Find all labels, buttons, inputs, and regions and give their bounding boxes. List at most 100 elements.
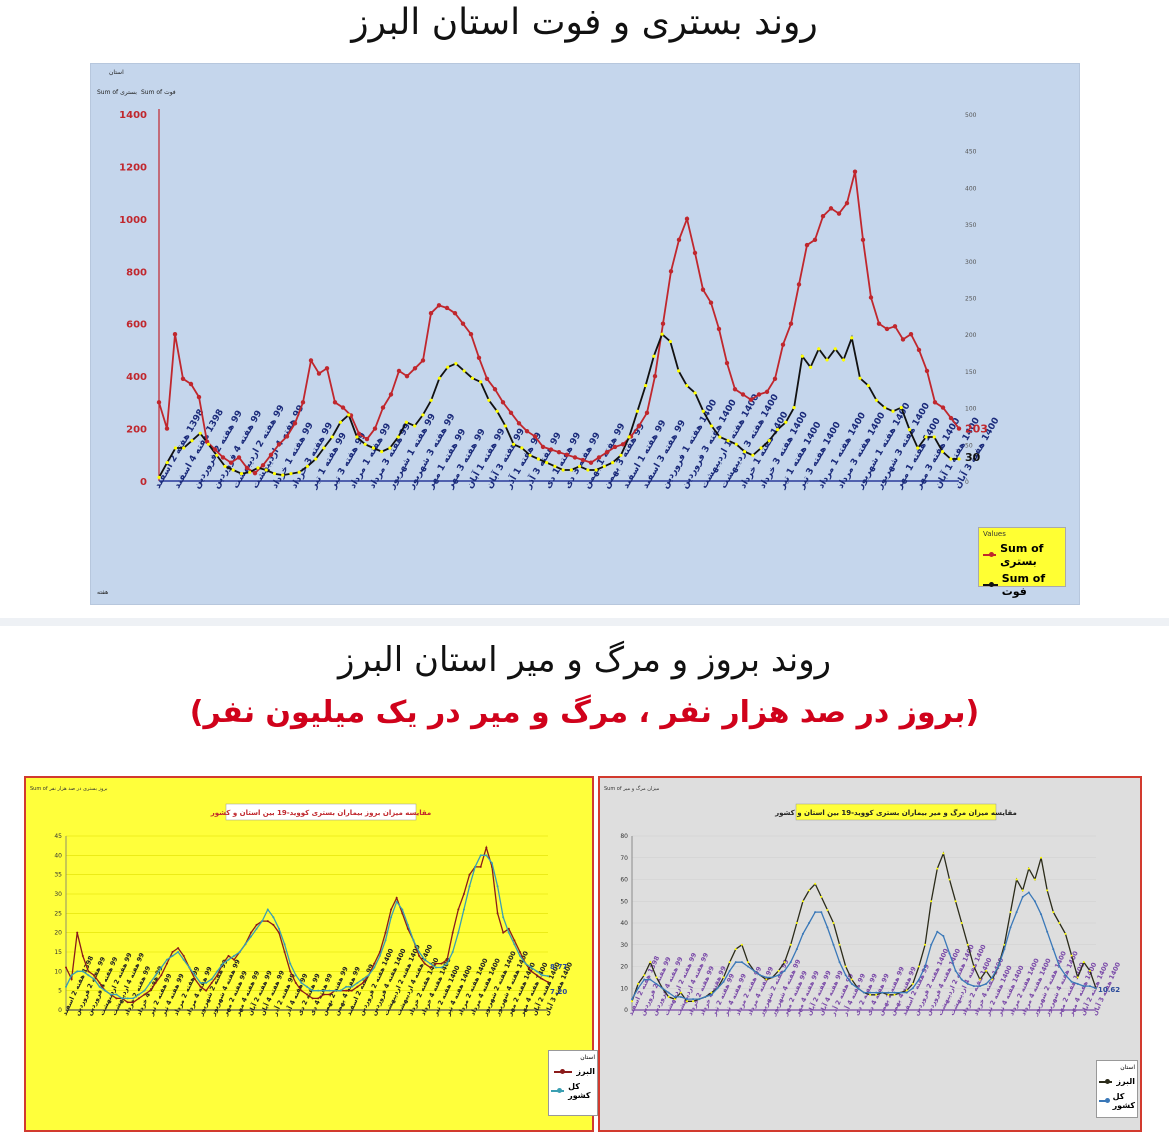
point-hosp [420,358,426,363]
point-death [421,413,425,417]
point-1 [1058,965,1061,968]
point-hosp [428,311,434,316]
point-1 [98,985,101,988]
point-hosp [468,332,474,337]
point-1 [440,966,443,969]
point-hosp [948,415,954,421]
point-1 [227,958,230,961]
point-death [734,442,738,446]
point-death [932,435,936,439]
point-death [182,446,186,450]
point-death [957,457,961,461]
point-1 [759,974,762,977]
point-1 [70,974,73,977]
y2-tick-label: 300 [965,259,977,266]
legend-item-country-m: کل کشور [1097,1089,1137,1113]
point-1 [698,998,701,1001]
chart-panel-incidence: Sum of بروز بستری در صد هزار نفر مقایسه م… [24,776,594,1132]
point-0 [496,912,499,915]
point-death [495,409,499,413]
point-hosp [316,371,322,376]
point-1 [966,982,969,985]
point-death [248,470,252,474]
y-tick-label: 35 [54,872,62,879]
point-1 [233,954,236,957]
point-1 [93,978,96,981]
point-death [396,435,400,439]
point-hosp [716,326,722,332]
point-1 [985,982,988,985]
point-death [569,468,573,472]
point-hosp [684,216,690,222]
point-1 [753,969,756,972]
point-1 [255,927,258,930]
point-death [940,450,945,454]
point-hosp [284,434,290,439]
point-0 [1076,976,1079,979]
point-0 [911,982,914,985]
legend-item-hosp: Sum of بستری [979,540,1065,570]
point-1 [972,985,975,988]
point-0 [685,1000,688,1003]
point-1 [936,930,939,933]
point-0 [649,961,652,964]
point-death [512,442,516,446]
legend-title-incidence: استان [580,1054,595,1061]
point-0 [826,908,829,911]
point-0 [734,948,737,951]
point-0 [395,896,398,899]
point-0 [98,981,101,984]
y2-tick-label: 350 [965,222,977,229]
section-divider [0,618,1169,626]
point-death [371,446,376,450]
y-tick-label: 1400 [119,110,147,121]
header-tag: Sum of بستری [97,89,137,96]
point-0 [631,1000,633,1003]
point-1 [328,989,331,992]
point-1 [801,932,804,935]
point-1 [1076,982,1079,985]
point-hosp [548,447,554,452]
point-1 [205,981,208,984]
y2-tick-label: 250 [965,296,977,303]
point-1 [716,987,719,990]
legend-label-alborz-m: البرز [1116,1077,1135,1086]
point-1 [350,985,353,988]
point-1 [1052,948,1055,951]
point-death [833,347,837,351]
point-0 [875,993,878,996]
point-0 [132,1001,135,1004]
point-1 [887,991,890,994]
point-1 [334,989,337,992]
point-0 [795,922,798,924]
point-1 [869,991,872,994]
point-hosp [244,465,250,471]
point-1 [740,961,743,964]
point-1 [631,998,633,1001]
y-tick-label: 50 [620,898,628,905]
point-hosp [924,368,930,374]
point-1 [177,951,180,953]
point-0 [149,989,152,992]
point-0 [249,931,252,934]
point-1 [367,974,370,977]
point-death [272,472,277,476]
y-tick-label: 400 [126,372,147,383]
point-death [256,466,260,470]
point-0 [390,908,393,911]
point-1 [722,980,725,983]
point-death [297,470,301,474]
point-hosp [788,321,794,326]
point-0 [137,997,140,1000]
point-hosp [196,394,202,400]
point-1 [643,978,646,981]
point-0 [893,993,896,996]
y-tick-label: 40 [54,852,62,859]
point-death [536,457,540,461]
point-0 [777,969,780,972]
point-hosp [164,426,170,431]
point-1 [942,935,945,938]
point-0 [227,954,230,957]
legend-swatch-alborz-m [1099,1078,1113,1084]
point-death [429,398,433,402]
